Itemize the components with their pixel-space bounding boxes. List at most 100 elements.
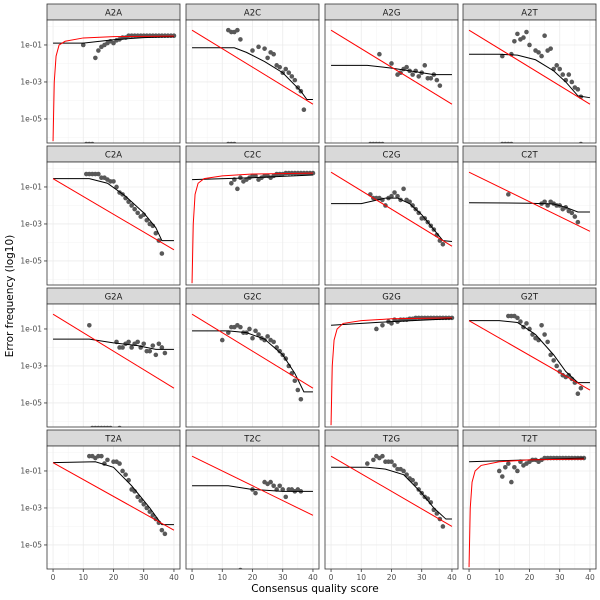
y-tick-label: 1e-03 xyxy=(20,504,42,513)
data-point xyxy=(286,363,292,369)
x-tick-label: 20 xyxy=(248,573,258,582)
data-point xyxy=(410,477,415,483)
data-point xyxy=(153,352,159,358)
data-point xyxy=(422,63,428,68)
data-point xyxy=(503,464,508,470)
facet-strip-label: G2A xyxy=(105,293,123,303)
data-point xyxy=(256,332,261,337)
data-point xyxy=(401,186,406,192)
data-point xyxy=(401,468,406,474)
data-point xyxy=(506,192,511,197)
data-point xyxy=(569,79,575,85)
x-tick-label: 10 xyxy=(217,573,227,582)
data-point xyxy=(578,385,584,391)
data-point xyxy=(277,483,283,489)
panel-data xyxy=(191,455,314,569)
x-tick-label: 10 xyxy=(494,573,504,582)
data-point xyxy=(138,498,144,503)
data-point xyxy=(404,64,409,70)
data-point xyxy=(371,457,376,463)
data-point xyxy=(548,352,553,358)
fitted-line xyxy=(192,330,313,393)
x-tick-label: 0 xyxy=(51,573,56,582)
data-point xyxy=(542,199,547,205)
nominal-line xyxy=(330,455,453,527)
data-point xyxy=(437,83,443,88)
y-tick-label: 1e-01 xyxy=(20,183,42,192)
x-tick-label: 30 xyxy=(417,573,427,582)
panel-data xyxy=(191,170,316,284)
data-point xyxy=(292,378,298,384)
data-point xyxy=(548,46,553,51)
nominal-line xyxy=(52,35,174,142)
data-point xyxy=(509,479,514,485)
facet-panel: A2C xyxy=(185,3,320,144)
panel-border xyxy=(462,19,597,144)
data-point xyxy=(499,474,505,479)
data-point xyxy=(120,468,125,474)
data-point xyxy=(392,463,397,468)
data-point xyxy=(416,74,422,79)
data-point xyxy=(575,87,581,92)
data-point xyxy=(434,77,440,83)
facet-panel: T2A 1e-01 1e-03 1e-05 0 10 20 30 40 xyxy=(20,429,181,582)
y-tick-label: 1e-03 xyxy=(20,78,42,87)
nominal-line xyxy=(191,313,314,389)
panel-border xyxy=(324,19,459,144)
facet-panels: A2A 1e-01 1e-03 1e-05 A2C A2G A2T C2A 1e-01 1e-03… xyxy=(20,3,597,582)
data-point xyxy=(226,330,231,335)
data-point xyxy=(428,75,434,81)
data-point xyxy=(557,369,563,374)
facet-panel: A2T xyxy=(462,3,597,144)
data-point xyxy=(554,63,560,68)
data-point xyxy=(572,214,578,219)
facet-strip-label: T2C xyxy=(243,435,261,445)
fitted-line xyxy=(331,197,453,243)
panel-data xyxy=(191,27,314,143)
data-point xyxy=(135,494,140,500)
data-point xyxy=(219,337,225,343)
data-point xyxy=(283,66,289,72)
data-point xyxy=(126,339,131,345)
x-tick-label: 20 xyxy=(109,573,119,582)
facet-strip-label: C2G xyxy=(383,151,401,161)
data-point xyxy=(135,339,140,345)
data-point xyxy=(99,453,104,459)
data-point xyxy=(129,345,134,350)
facet-strip-label: T2G xyxy=(382,435,400,445)
data-point xyxy=(389,61,394,66)
x-tick-label: 40 xyxy=(169,573,179,582)
data-point xyxy=(392,190,397,195)
data-point xyxy=(569,210,575,216)
x-tick-label: 10 xyxy=(356,573,366,582)
data-point xyxy=(410,203,415,208)
data-point xyxy=(253,328,258,334)
data-point xyxy=(162,531,168,537)
panel-data xyxy=(191,313,314,402)
data-point xyxy=(96,48,101,53)
data-point xyxy=(250,335,255,341)
fitted-line xyxy=(53,178,174,242)
data-point xyxy=(253,173,258,179)
data-point xyxy=(283,494,289,500)
x-tick-label: 10 xyxy=(78,573,88,582)
facet-panel: T2T 0 10 20 30 40 xyxy=(462,429,597,582)
data-point xyxy=(156,341,162,347)
x-tick-label: 40 xyxy=(585,573,595,582)
facet-strip-label: A2G xyxy=(383,9,401,19)
panel-border xyxy=(46,19,181,144)
x-tick-label: 0 xyxy=(467,573,472,582)
panel-data xyxy=(52,453,175,537)
data-point xyxy=(440,524,446,529)
facet-panel: A2G xyxy=(324,3,459,144)
data-point xyxy=(310,170,316,176)
data-point xyxy=(271,483,276,489)
y-tick-label: 1e-05 xyxy=(20,115,42,124)
nominal-line xyxy=(468,320,591,391)
data-point xyxy=(545,339,550,345)
y-tick-label: 1e-05 xyxy=(20,257,42,266)
data-point xyxy=(153,230,159,236)
data-point xyxy=(120,345,125,350)
fitted-line xyxy=(53,36,174,44)
